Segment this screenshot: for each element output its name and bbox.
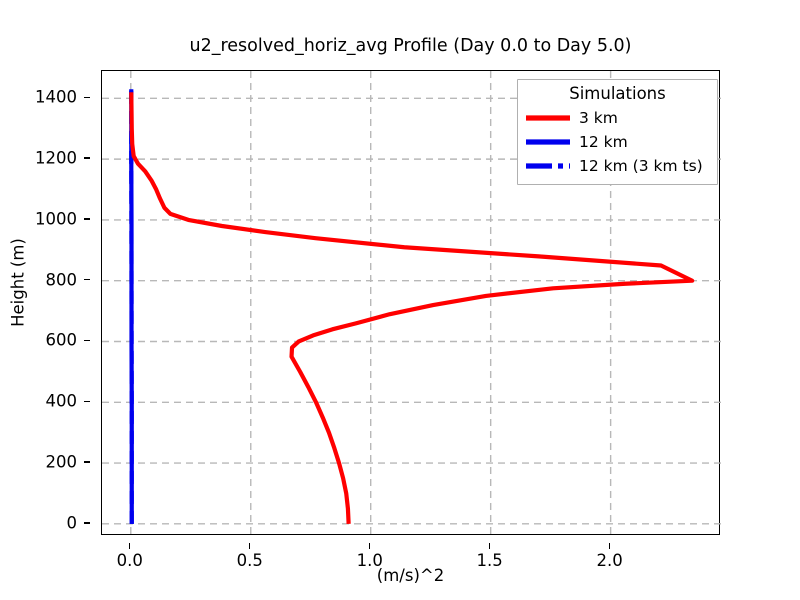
series-line-3-km bbox=[129, 92, 695, 524]
plot-svg bbox=[102, 71, 721, 536]
legend-label: 3 km bbox=[579, 109, 618, 127]
y-tick-mark bbox=[84, 279, 90, 281]
x-tick-label: 1.5 bbox=[476, 551, 503, 570]
x-tick-mark bbox=[608, 543, 611, 549]
x-tick-mark bbox=[488, 543, 491, 549]
y-tick-label: 800 bbox=[45, 270, 78, 290]
y-tick-mark bbox=[84, 339, 90, 342]
legend-label: 12 km bbox=[579, 133, 628, 151]
y-tick-label: 1000 bbox=[35, 209, 77, 229]
y-tick-label: 600 bbox=[45, 330, 78, 350]
x-tick-mark bbox=[129, 543, 131, 549]
legend-swatch-solid bbox=[525, 107, 571, 129]
y-tick-label: 1200 bbox=[35, 148, 77, 168]
y-axis-tick-labels: 0 200 400 600 800 1000 1200 1400 bbox=[0, 70, 90, 535]
legend-swatch-dashed bbox=[525, 155, 571, 177]
legend: Simulations 3 km 12 km 12 km (3 km ts) bbox=[517, 79, 718, 185]
legend-entry: 12 km bbox=[525, 130, 710, 154]
y-tick-label: 400 bbox=[45, 391, 78, 411]
x-tick-mark bbox=[249, 543, 251, 549]
legend-entry: 12 km (3 km ts) bbox=[525, 154, 710, 178]
legend-swatch-solid bbox=[525, 131, 571, 153]
x-tick-label: 1.0 bbox=[356, 551, 383, 570]
x-tick-mark bbox=[369, 543, 371, 549]
legend-label: 12 km (3 km ts) bbox=[579, 157, 703, 175]
x-axis-label: (m/s)^2 bbox=[376, 566, 445, 585]
y-tick-mark bbox=[84, 522, 90, 524]
x-axis-tick-labels: 0.0 0.5 1.0 1.5 2.0 bbox=[101, 543, 720, 570]
x-tick-label: 0.0 bbox=[116, 551, 143, 570]
y-tick-mark bbox=[84, 96, 90, 99]
legend-entry: 3 km bbox=[525, 106, 710, 130]
y-tick-label: 1400 bbox=[35, 87, 77, 107]
y-tick-label: 200 bbox=[45, 452, 78, 472]
y-tick-label: 0 bbox=[66, 513, 78, 533]
chart-title: u2_resolved_horiz_avg Profile (Day 0.0 t… bbox=[189, 36, 632, 56]
x-tick-label: 2.0 bbox=[596, 551, 623, 570]
y-tick-mark bbox=[84, 400, 90, 402]
legend-title: Simulations bbox=[569, 84, 666, 103]
x-tick-label: 0.5 bbox=[236, 551, 263, 570]
y-tick-mark bbox=[84, 218, 90, 220]
legend-entries: 3 km 12 km 12 km (3 km ts) bbox=[525, 106, 710, 178]
y-tick-mark bbox=[84, 461, 90, 463]
y-tick-mark bbox=[84, 157, 90, 159]
